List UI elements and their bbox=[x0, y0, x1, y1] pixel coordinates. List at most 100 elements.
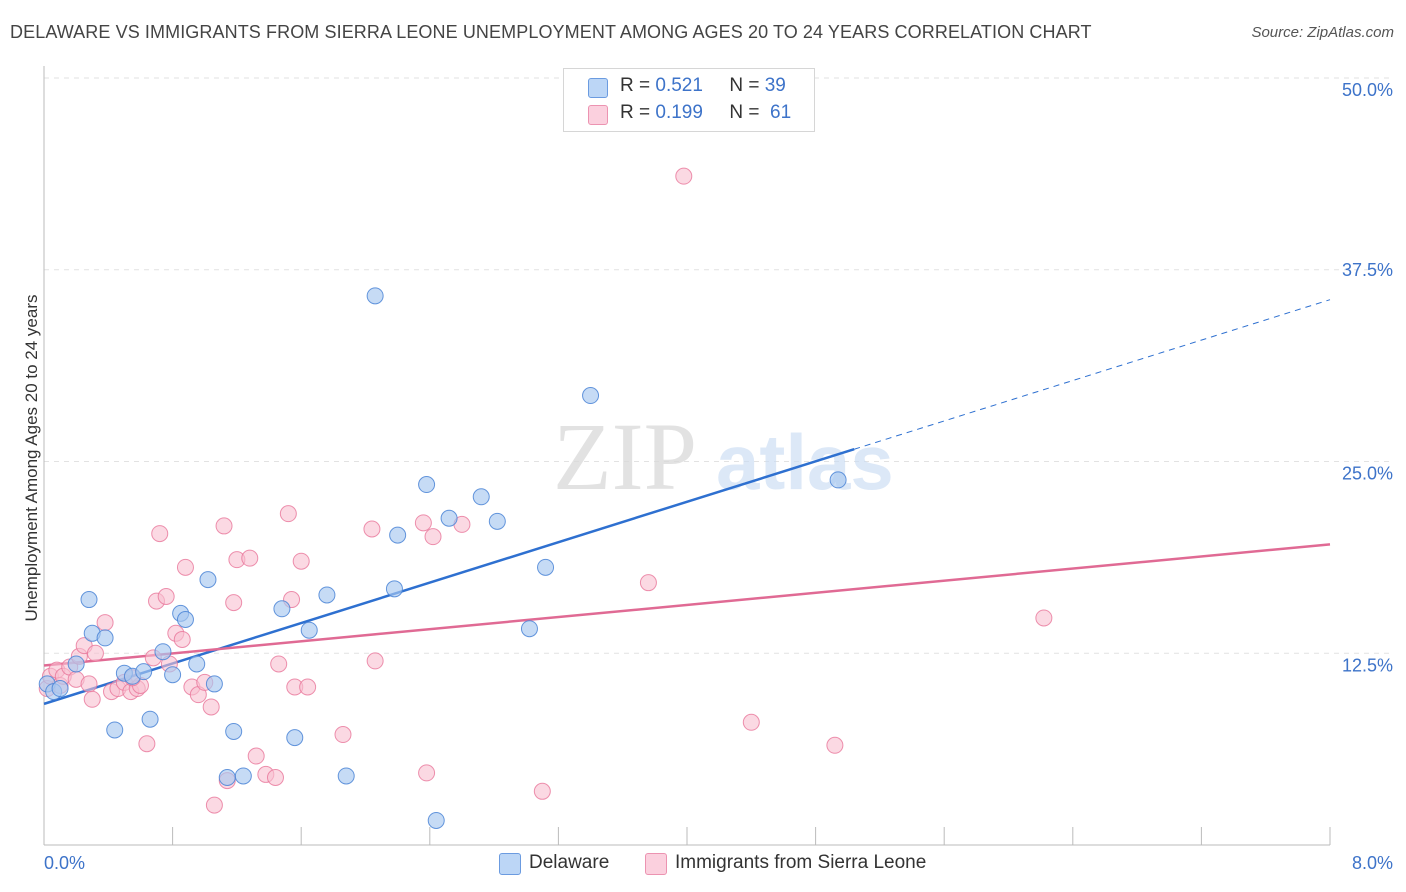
sierra-leone-point bbox=[96, 614, 114, 632]
correlation-legend: R = 0.521 N = 39 R = 0.199 N = 61 bbox=[563, 68, 815, 132]
watermark-zip: ZIP bbox=[553, 403, 697, 510]
delaware-point bbox=[337, 767, 355, 785]
sierra-leone-point bbox=[366, 652, 384, 670]
delaware-point bbox=[205, 675, 223, 693]
sierra-leone-point bbox=[418, 764, 436, 782]
sierra-leone-point bbox=[363, 520, 381, 538]
delaware-point bbox=[141, 710, 159, 728]
delaware-point bbox=[537, 558, 555, 576]
sierra-leone-point bbox=[241, 549, 259, 567]
delaware-point bbox=[520, 620, 538, 638]
delaware-points bbox=[38, 287, 847, 829]
legend-swatch-delaware bbox=[588, 78, 608, 98]
delaware-point bbox=[582, 387, 600, 405]
sierra-leone-point bbox=[151, 525, 169, 543]
delaware-trend-line bbox=[43, 448, 855, 706]
sierra-leone-point bbox=[205, 796, 223, 814]
y-tick-label: 25.0% bbox=[1342, 464, 1393, 484]
sierra-leone-point bbox=[270, 655, 288, 673]
delaware-point bbox=[106, 721, 124, 739]
delaware-point bbox=[225, 722, 243, 740]
legend-n-sierra: 61 bbox=[770, 102, 792, 123]
sierra-leone-trend-line bbox=[43, 543, 1331, 667]
grid-lines bbox=[44, 77, 1392, 654]
delaware-point bbox=[366, 287, 384, 305]
sierra-leone-point bbox=[86, 644, 104, 662]
sierra-leone-point bbox=[215, 517, 233, 535]
legend-n-delaware: 39 bbox=[764, 75, 786, 96]
legend-r-delaware: 0.521 bbox=[655, 75, 703, 96]
delaware-point bbox=[188, 655, 206, 673]
sierra-leone-point bbox=[225, 594, 243, 612]
delaware-point bbox=[389, 526, 407, 544]
sierra-leone-point bbox=[639, 574, 657, 592]
sierra-leone-point bbox=[247, 747, 265, 765]
delaware-point bbox=[80, 591, 98, 609]
y-tick-labels: 12.5% 25.0% 37.5% 50.0% bbox=[1342, 80, 1393, 675]
sierra-leone-point bbox=[80, 675, 98, 693]
y-tick-label: 12.5% bbox=[1342, 655, 1393, 675]
x-tick-labels: 0.0% 8.0% bbox=[44, 853, 1393, 873]
delaware-point bbox=[135, 663, 153, 681]
sierra-leone-point bbox=[157, 587, 175, 605]
legend-swatch-sierra bbox=[588, 105, 608, 125]
sierra-leone-point bbox=[299, 678, 317, 696]
delaware-point bbox=[199, 571, 217, 589]
sierra-leone-point bbox=[173, 630, 191, 648]
sierra-leone-point bbox=[533, 782, 551, 800]
legend-r-label: R = bbox=[620, 102, 651, 123]
source-label: Source: ZipAtlas.com bbox=[1251, 24, 1394, 41]
y-axis-label: Unemployment Among Ages 20 to 24 years bbox=[22, 295, 41, 622]
sierra-leone-points bbox=[38, 167, 1053, 814]
delaware-point bbox=[385, 580, 403, 598]
sierra-leone-point bbox=[414, 514, 432, 532]
delaware-point bbox=[829, 471, 847, 489]
trend-lines bbox=[43, 299, 1331, 706]
delaware-point bbox=[164, 666, 182, 684]
sierra-leone-point bbox=[424, 528, 442, 546]
delaware-point bbox=[218, 769, 236, 787]
delaware-point bbox=[472, 488, 490, 506]
delaware-point bbox=[96, 629, 114, 647]
sierra-leone-point bbox=[675, 167, 693, 185]
delaware-point bbox=[176, 611, 194, 629]
delaware-point bbox=[234, 767, 252, 785]
legend-label-delaware: Delaware bbox=[529, 852, 610, 873]
delaware-point bbox=[67, 655, 85, 673]
sierra-leone-point bbox=[266, 769, 284, 787]
legend-r-label: R = bbox=[620, 75, 651, 96]
sierra-leone-point bbox=[742, 713, 760, 731]
delaware-point bbox=[300, 621, 318, 639]
legend-n-label: N = bbox=[729, 75, 760, 96]
delaware-point bbox=[488, 512, 506, 530]
watermark-atlas: atlas bbox=[716, 418, 894, 506]
legend-label-sierra: Immigrants from Sierra Leone bbox=[675, 852, 927, 873]
sierra-leone-point bbox=[279, 505, 297, 523]
delaware-point bbox=[418, 476, 436, 494]
delaware-point bbox=[427, 811, 445, 829]
legend-swatch-sierra bbox=[645, 853, 667, 875]
delaware-trend-extension bbox=[854, 299, 1331, 450]
series-legend: Delaware Immigrants from Sierra Leone bbox=[0, 852, 1406, 876]
delaware-point bbox=[286, 729, 304, 747]
x-tick-label: 0.0% bbox=[44, 853, 85, 873]
delaware-point bbox=[273, 600, 291, 618]
y-tick-label: 37.5% bbox=[1342, 260, 1393, 280]
delaware-point bbox=[154, 643, 172, 661]
sierra-leone-point bbox=[202, 698, 220, 716]
delaware-point bbox=[318, 586, 336, 604]
sierra-leone-point bbox=[334, 726, 352, 744]
sierra-leone-point bbox=[292, 552, 310, 570]
delaware-point bbox=[51, 680, 69, 698]
delaware-point bbox=[440, 509, 458, 527]
sierra-leone-point bbox=[176, 558, 194, 576]
axes bbox=[43, 66, 1331, 846]
sierra-leone-point bbox=[83, 690, 101, 708]
sierra-leone-point bbox=[826, 736, 844, 754]
legend-n-label: N = bbox=[729, 102, 760, 123]
legend-swatch-delaware bbox=[499, 853, 521, 875]
y-tick-label: 50.0% bbox=[1342, 80, 1393, 100]
sierra-leone-point bbox=[1035, 609, 1053, 627]
legend-r-sierra: 0.199 bbox=[655, 102, 703, 123]
